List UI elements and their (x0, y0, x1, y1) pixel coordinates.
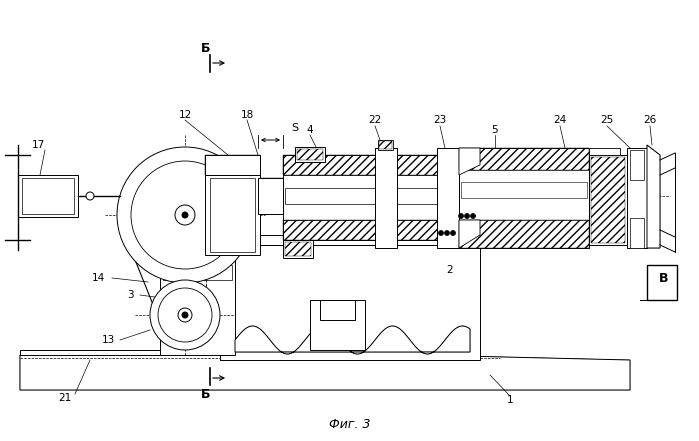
Bar (20, 350, 230, 355)
Bar (310, 300, 365, 350)
Bar (205, 175, 260, 255)
Circle shape (178, 308, 192, 322)
Circle shape (459, 213, 463, 218)
Polygon shape (20, 355, 630, 390)
Bar (220, 245, 480, 360)
Circle shape (450, 231, 456, 235)
Polygon shape (235, 326, 470, 354)
Bar (283, 155, 458, 240)
Text: 21: 21 (59, 393, 71, 403)
Polygon shape (647, 145, 660, 248)
Text: 14: 14 (92, 273, 105, 283)
Bar (459, 170, 589, 220)
Text: 2: 2 (447, 265, 454, 275)
Bar (297, 149, 323, 160)
Bar (285, 188, 455, 204)
Bar (18, 175, 78, 217)
Bar (295, 147, 325, 162)
Circle shape (445, 231, 449, 235)
Bar (210, 178, 255, 252)
Text: 23: 23 (433, 115, 447, 125)
Bar (461, 182, 587, 198)
Polygon shape (205, 155, 260, 175)
Bar (163, 265, 232, 280)
Bar (285, 242, 311, 256)
Text: Б: Б (201, 388, 211, 400)
Bar (22, 178, 74, 214)
Text: 22: 22 (368, 115, 382, 125)
Text: 13: 13 (101, 335, 115, 345)
Bar (630, 218, 644, 248)
Polygon shape (459, 148, 480, 175)
Bar (283, 175, 458, 220)
Bar (160, 245, 235, 355)
Text: 5: 5 (491, 125, 498, 135)
Circle shape (175, 205, 195, 225)
Text: 4: 4 (307, 125, 313, 135)
Text: S: S (291, 123, 298, 133)
Text: 12: 12 (178, 110, 192, 120)
Bar (459, 148, 589, 248)
Circle shape (465, 213, 470, 218)
Circle shape (131, 161, 239, 269)
Bar (627, 148, 647, 248)
Polygon shape (459, 220, 480, 248)
Circle shape (117, 147, 253, 283)
Bar (647, 265, 677, 300)
Text: 26: 26 (643, 115, 656, 125)
Text: Б: Б (201, 41, 211, 55)
Bar (258, 178, 283, 214)
Text: 18: 18 (240, 110, 254, 120)
Circle shape (438, 231, 443, 235)
Text: 3: 3 (127, 290, 134, 300)
Bar (589, 155, 627, 245)
Text: 24: 24 (554, 115, 567, 125)
Text: 1: 1 (507, 395, 513, 405)
Bar (320, 300, 355, 320)
Circle shape (150, 280, 220, 350)
Circle shape (158, 288, 212, 342)
Bar (225, 235, 475, 245)
Circle shape (470, 213, 475, 218)
Text: 25: 25 (600, 115, 614, 125)
Circle shape (182, 212, 188, 218)
Bar (437, 148, 459, 248)
Circle shape (86, 192, 94, 200)
Bar (630, 150, 644, 180)
Text: Фиг. 3: Фиг. 3 (329, 419, 370, 431)
Polygon shape (589, 148, 620, 155)
Bar (375, 148, 397, 248)
Bar (378, 140, 393, 150)
Bar (283, 240, 313, 258)
Text: В: В (659, 272, 669, 284)
Text: 17: 17 (31, 140, 45, 150)
Circle shape (182, 312, 188, 318)
